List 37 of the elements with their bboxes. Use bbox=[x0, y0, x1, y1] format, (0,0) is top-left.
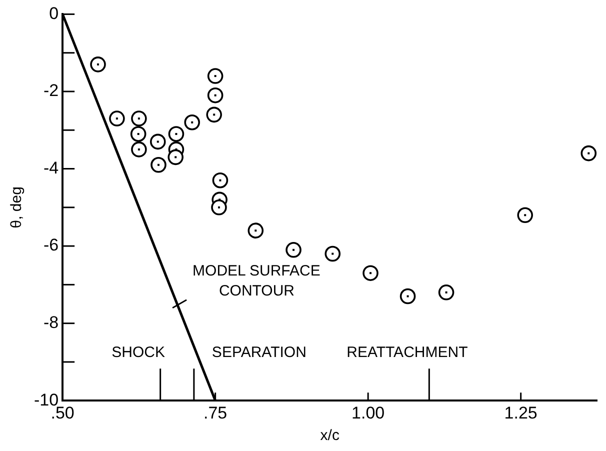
point bbox=[184, 114, 200, 130]
point bbox=[150, 156, 166, 173]
x-tick-label: 1.25 bbox=[504, 403, 538, 422]
point bbox=[400, 288, 416, 304]
y-tick-label: -8 bbox=[43, 313, 59, 332]
point bbox=[207, 68, 224, 84]
point bbox=[168, 126, 184, 142]
point bbox=[168, 149, 184, 166]
x-tick-label: 1.00 bbox=[352, 403, 385, 422]
point bbox=[580, 145, 597, 162]
point bbox=[211, 200, 227, 216]
point bbox=[150, 134, 166, 150]
point bbox=[109, 110, 125, 126]
ref-line-label: SEPARATION bbox=[212, 344, 306, 362]
point bbox=[517, 207, 533, 224]
x-tick-label: .75 bbox=[204, 403, 228, 422]
point bbox=[438, 284, 454, 300]
ref-line-label: SHOCK bbox=[112, 344, 166, 362]
point bbox=[131, 142, 147, 158]
ref-line-label: REATTACHMENT bbox=[346, 344, 468, 362]
point bbox=[362, 265, 378, 281]
point bbox=[212, 172, 228, 188]
point bbox=[207, 87, 224, 104]
y-tick-label: -4 bbox=[43, 158, 59, 178]
point bbox=[248, 222, 264, 238]
y-tick-label: -2 bbox=[43, 81, 59, 100]
point bbox=[324, 246, 341, 262]
y-tick-label: 0 bbox=[49, 4, 59, 23]
x-axis-title: x/c bbox=[320, 427, 340, 444]
annotation: MODEL SURFACE CONTOUR bbox=[192, 262, 320, 300]
y-tick-label: -6 bbox=[43, 236, 59, 255]
point bbox=[206, 106, 222, 123]
y-axis-title: θ, deg bbox=[8, 186, 26, 228]
point bbox=[90, 56, 106, 72]
point bbox=[286, 242, 302, 258]
point bbox=[131, 110, 147, 126]
point bbox=[130, 126, 146, 142]
